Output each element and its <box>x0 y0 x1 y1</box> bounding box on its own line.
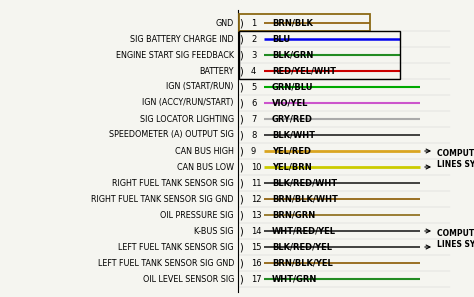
Text: RED/YEL/WHT: RED/YEL/WHT <box>272 67 336 75</box>
Text: VIO/YEL: VIO/YEL <box>272 99 309 108</box>
Text: WHT/GRN: WHT/GRN <box>272 274 318 284</box>
Text: BLU: BLU <box>272 34 290 43</box>
Text: 16: 16 <box>251 258 262 268</box>
Text: IGN (ACCY/RUN/START): IGN (ACCY/RUN/START) <box>143 99 234 108</box>
Text: BRN/BLK/YEL: BRN/BLK/YEL <box>272 258 333 268</box>
Text: OIL LEVEL SENSOR SIG: OIL LEVEL SENSOR SIG <box>143 274 234 284</box>
Text: BRN/BLK: BRN/BLK <box>272 18 313 28</box>
Text: 5: 5 <box>251 83 256 91</box>
Text: LINES SYSTEM: LINES SYSTEM <box>437 240 474 249</box>
Text: LINES SYSTEM: LINES SYSTEM <box>437 160 474 169</box>
Text: 3: 3 <box>251 50 256 59</box>
Text: RIGHT FUEL TANK SENSOR SIG: RIGHT FUEL TANK SENSOR SIG <box>112 178 234 187</box>
Text: CAN BUS HIGH: CAN BUS HIGH <box>175 146 234 156</box>
Text: 15: 15 <box>251 242 262 252</box>
Text: 13: 13 <box>251 211 262 219</box>
Text: ): ) <box>239 98 243 108</box>
Text: BRN/BLK/WHT: BRN/BLK/WHT <box>272 195 338 203</box>
Text: OIL PRESSURE SIG: OIL PRESSURE SIG <box>160 211 234 219</box>
Text: ): ) <box>239 210 243 220</box>
Text: BRN/GRN: BRN/GRN <box>272 211 315 219</box>
Text: 14: 14 <box>251 227 262 236</box>
Text: RIGHT FUEL TANK SENSOR SIG GND: RIGHT FUEL TANK SENSOR SIG GND <box>91 195 234 203</box>
Text: GND: GND <box>216 18 234 28</box>
Text: WHT/RED/YEL: WHT/RED/YEL <box>272 227 336 236</box>
Text: BLK/RED/YEL: BLK/RED/YEL <box>272 242 332 252</box>
Text: 4: 4 <box>251 67 256 75</box>
Text: K-BUS SIG: K-BUS SIG <box>194 227 234 236</box>
Text: ): ) <box>239 242 243 252</box>
Text: BLK/GRN: BLK/GRN <box>272 50 313 59</box>
Text: YEL/BRN: YEL/BRN <box>272 162 312 171</box>
Text: SIG BATTERY CHARGE IND: SIG BATTERY CHARGE IND <box>130 34 234 43</box>
Text: 8: 8 <box>251 130 256 140</box>
Text: ): ) <box>239 66 243 76</box>
Text: ): ) <box>239 178 243 188</box>
Text: ): ) <box>239 226 243 236</box>
Text: 7: 7 <box>251 115 256 124</box>
Text: ): ) <box>239 258 243 268</box>
Text: 17: 17 <box>251 274 262 284</box>
Text: LEFT FUEL TANK SENSOR SIG: LEFT FUEL TANK SENSOR SIG <box>118 242 234 252</box>
Text: COMPUTER DATA: COMPUTER DATA <box>437 229 474 238</box>
Text: COMPUTER DATA: COMPUTER DATA <box>437 149 474 158</box>
Text: ): ) <box>239 82 243 92</box>
Text: YEL/RED: YEL/RED <box>272 146 311 156</box>
Text: BATTERY: BATTERY <box>200 67 234 75</box>
Text: ): ) <box>239 162 243 172</box>
Text: ): ) <box>239 114 243 124</box>
Text: CAN BUS LOW: CAN BUS LOW <box>177 162 234 171</box>
Text: BLK/WHT: BLK/WHT <box>272 130 315 140</box>
Text: ): ) <box>239 50 243 60</box>
Text: 6: 6 <box>251 99 256 108</box>
Text: ): ) <box>239 130 243 140</box>
Text: ): ) <box>239 18 243 28</box>
Text: ): ) <box>239 194 243 204</box>
Text: ): ) <box>239 274 243 284</box>
Text: GRN/BLU: GRN/BLU <box>272 83 313 91</box>
Text: SIG LOCATOR LIGHTING: SIG LOCATOR LIGHTING <box>140 115 234 124</box>
Bar <box>239 31 400 79</box>
Text: 1: 1 <box>251 18 256 28</box>
Text: BLK/RED/WHT: BLK/RED/WHT <box>272 178 337 187</box>
Bar <box>239 14 370 31</box>
Text: GRY/RED: GRY/RED <box>272 115 313 124</box>
Text: ): ) <box>239 34 243 44</box>
Text: 11: 11 <box>251 178 262 187</box>
Text: LEFT FUEL TANK SENSOR SIG GND: LEFT FUEL TANK SENSOR SIG GND <box>98 258 234 268</box>
Text: 9: 9 <box>251 146 256 156</box>
Text: SPEEDOMETER (A) OUTPUT SIG: SPEEDOMETER (A) OUTPUT SIG <box>109 130 234 140</box>
Text: IGN (START/RUN): IGN (START/RUN) <box>166 83 234 91</box>
Text: 2: 2 <box>251 34 256 43</box>
Text: ): ) <box>239 146 243 156</box>
Text: 10: 10 <box>251 162 262 171</box>
Text: ENGINE START SIG FEEDBACK: ENGINE START SIG FEEDBACK <box>116 50 234 59</box>
Text: 12: 12 <box>251 195 262 203</box>
